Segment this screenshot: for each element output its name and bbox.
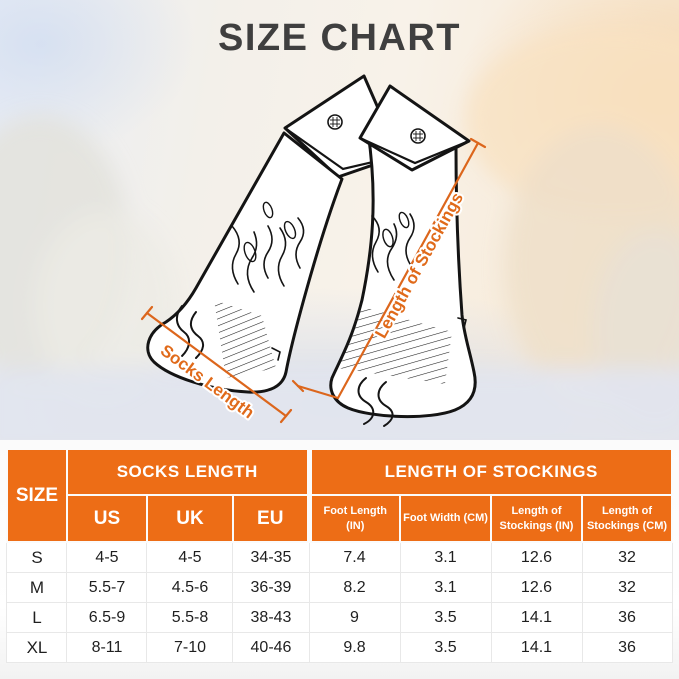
socks-length-group-header: SOCKS LENGTH [65,448,311,496]
right-sock-flap [358,84,471,172]
snap-button-icon [410,128,426,144]
col-header-foot-width-cm: Foot Width (CM) [399,494,492,543]
value-cell: 14.1 [490,602,583,633]
size-cell: M [6,572,68,603]
size-cell: S [6,541,68,573]
col-header-uk: UK [145,494,234,543]
value-cell: 14.1 [490,632,583,663]
value-cell: 32 [581,541,673,573]
col-header-stockings-in: Length of Stockings (IN) [490,494,583,543]
size-cell: L [6,602,68,633]
left-sock [146,131,344,394]
col-header-foot-length-in: Foot Length (IN) [306,494,401,543]
right-sock-ribbing [338,306,452,384]
value-cell: 36 [581,602,673,633]
value-cell: 8.2 [308,572,401,603]
left-sock-body [146,131,344,394]
size-cell: XL [6,632,68,663]
table-row-xl: XL 8-11 7-10 40-46 9.8 3.5 14.1 36 [6,632,673,663]
col-header-us: US [65,494,148,543]
left-toe-wave [176,305,190,357]
value-cell: 3.1 [399,541,492,573]
value-cell: 8-11 [66,632,148,663]
flap-fold-line [359,136,470,165]
col-header-stockings-cm: Length of Stockings (CM) [580,494,674,543]
size-chart-table: SIZE SOCKS LENGTH LENGTH OF STOCKINGS US… [5,448,674,663]
right-toe-wave [357,377,375,425]
value-cell: 4-5 [66,541,148,573]
dimension-tick [140,305,154,321]
dimension-tick [291,379,305,393]
value-cell: 4-5 [146,541,234,573]
snow-tree-left-2 [33,210,177,400]
value-cell: 9 [308,602,401,633]
left-heel-stitch-mark [271,347,281,361]
value-cell: 3.5 [399,602,492,633]
left-sock-ribbing [214,300,276,378]
value-cell: 7.4 [308,541,401,573]
left-toe-wave-2 [190,311,204,359]
value-cell: 36-39 [232,572,310,603]
value-cell: 6.5-9 [66,602,148,633]
value-cell: 34-35 [232,541,310,573]
dimension-line [145,311,288,418]
value-cell: 9.8 [308,632,401,663]
value-cell: 12.6 [490,541,583,573]
value-cell: 32 [581,572,673,603]
dimension-tick [469,137,487,149]
table-row-m: M 5.5-7 4.5-6 36-39 8.2 3.1 12.6 32 [6,572,673,603]
table-row-l: L 6.5-9 5.5-8 38-43 9 3.5 14.1 36 [6,602,673,633]
size-column-header: SIZE [5,448,68,543]
group-header-row: SIZE SOCKS LENGTH LENGTH OF STOCKINGS [5,448,674,543]
value-cell: 3.5 [399,632,492,663]
value-cell: 12.6 [490,572,583,603]
dimension-line [296,141,480,400]
size-table-section: SIZE SOCKS LENGTH LENGTH OF STOCKINGS US… [0,440,679,679]
page-title: SIZE CHART [218,17,461,59]
table-row-s: S 4-5 4-5 34-35 7.4 3.1 12.6 32 [6,541,673,573]
value-cell: 4.5-6 [146,572,234,603]
stockings-group-header: LENGTH OF STOCKINGS [306,448,674,496]
hero-scene: Socks Length Length of Stockings SIZE CH… [0,0,679,440]
right-leg-flame-doodle [371,211,415,281]
right-toe-wave-2 [377,381,394,427]
value-cell: 5.5-7 [66,572,148,603]
value-cell: 7-10 [146,632,234,663]
left-leg-flame-doodle [231,201,305,293]
value-cell: 38-43 [232,602,310,633]
snap-button-icon [327,114,343,130]
value-cell: 36 [581,632,673,663]
dimension-tick [279,408,293,424]
sub-header-row: US UK EU Foot Length (IN) Foot Width (CM… [7,494,674,543]
socks-illustration: Socks Length Length of Stockings [0,25,679,440]
col-header-eu: EU [231,494,311,543]
right-heel-stitch-mark [457,317,467,329]
value-cell: 3.1 [399,572,492,603]
value-cell: 40-46 [232,632,310,663]
value-cell: 5.5-8 [146,602,234,633]
